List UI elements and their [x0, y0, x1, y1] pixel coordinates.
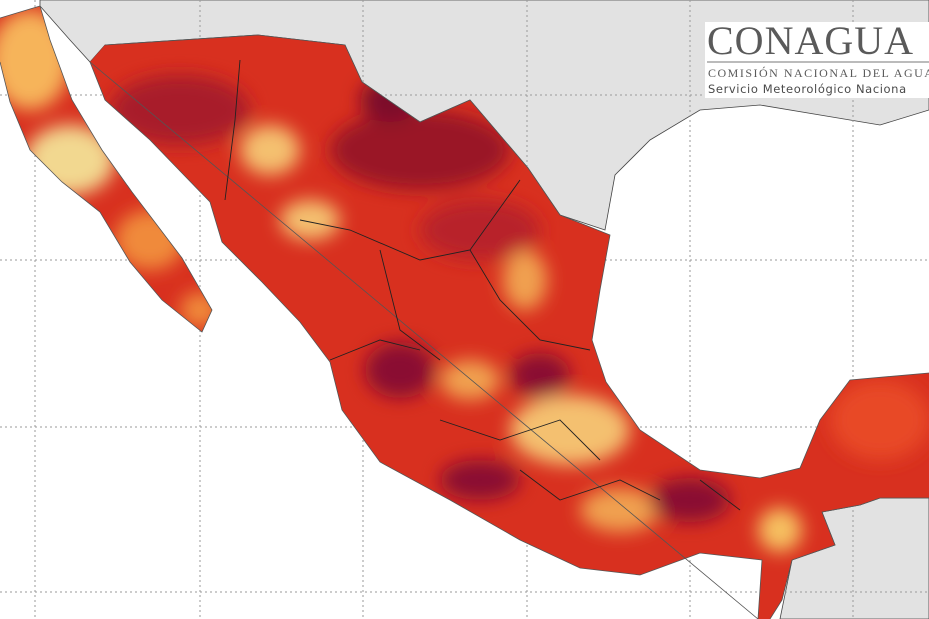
warm-zone — [440, 360, 500, 400]
logo-box — [705, 22, 929, 98]
coastline — [0, 5, 929, 619]
warm-zone — [580, 488, 660, 532]
hot-zone — [365, 342, 435, 398]
logo-name: CONAGUA — [707, 18, 914, 63]
warm-zone — [280, 200, 340, 240]
hot-zone — [110, 75, 250, 145]
hot-zone — [650, 478, 730, 522]
warm-zone — [503, 250, 547, 310]
warm-zone — [830, 380, 929, 460]
hot-zone — [440, 460, 520, 500]
warm-zone — [758, 508, 802, 552]
logo-subtitle: COMISIÓN NACIONAL DEL AGUA — [708, 66, 929, 80]
hot-zone — [420, 200, 540, 260]
state-borders — [224, 59, 741, 511]
hot-zone — [510, 353, 570, 397]
hot-zone — [330, 110, 510, 190]
logo-service: Servicio Meteorológico Naciona — [708, 82, 907, 96]
warm-zone — [240, 125, 300, 175]
